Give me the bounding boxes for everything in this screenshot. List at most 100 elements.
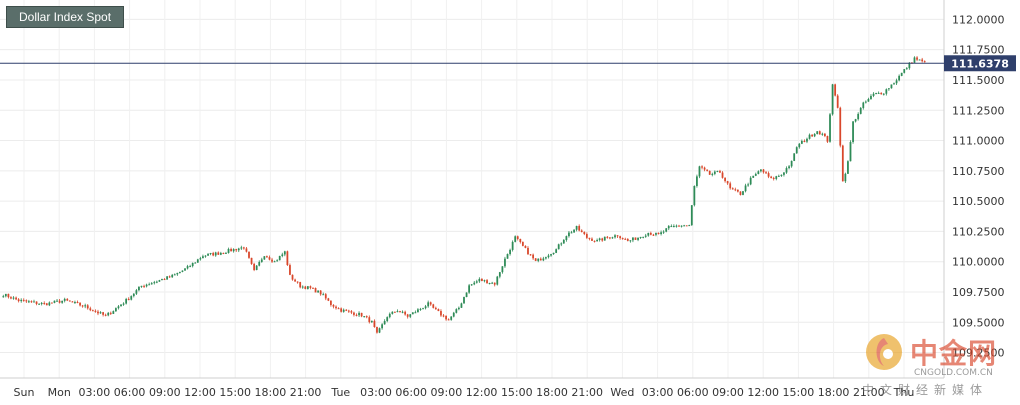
candle bbox=[309, 285, 312, 290]
candle bbox=[701, 165, 703, 170]
current-price-marker: 111.6378 bbox=[0, 55, 1016, 72]
candle bbox=[593, 240, 596, 243]
candle bbox=[194, 262, 197, 264]
candle bbox=[803, 139, 806, 143]
candle-body bbox=[644, 235, 647, 237]
candle bbox=[478, 277, 481, 283]
candle-body bbox=[276, 260, 279, 262]
candle bbox=[427, 300, 430, 308]
candle bbox=[181, 270, 184, 273]
candle-body bbox=[99, 312, 102, 314]
candle bbox=[273, 260, 276, 263]
candle bbox=[212, 251, 215, 257]
candle-body bbox=[86, 305, 89, 309]
candle bbox=[578, 224, 581, 232]
candle bbox=[632, 237, 634, 243]
candle bbox=[504, 256, 506, 268]
x-tick-label: 18:00 bbox=[818, 386, 850, 399]
candle bbox=[122, 302, 125, 306]
candle-body bbox=[550, 254, 552, 256]
candle bbox=[335, 305, 337, 310]
candle-body bbox=[496, 276, 499, 285]
candle bbox=[143, 284, 145, 288]
candle-body bbox=[268, 257, 271, 260]
candle-body bbox=[411, 312, 414, 315]
candle bbox=[719, 169, 721, 174]
candle bbox=[378, 327, 381, 334]
candle bbox=[816, 131, 819, 135]
candle bbox=[17, 298, 20, 303]
candle bbox=[900, 72, 903, 77]
candle bbox=[713, 170, 716, 176]
candle bbox=[747, 182, 750, 187]
candle-body bbox=[808, 134, 811, 139]
candle bbox=[506, 253, 509, 259]
candle-body bbox=[708, 170, 711, 175]
candle-body bbox=[437, 309, 440, 312]
candle-body bbox=[429, 302, 432, 305]
candle bbox=[847, 160, 849, 174]
grid-lines bbox=[0, 0, 944, 378]
candle-body bbox=[12, 297, 15, 299]
candle bbox=[393, 311, 396, 313]
candle-body bbox=[240, 247, 243, 249]
candle bbox=[765, 171, 767, 175]
candle bbox=[872, 92, 875, 98]
candle bbox=[775, 175, 778, 181]
x-tick-label: Wed bbox=[610, 386, 634, 399]
candle-body bbox=[71, 301, 74, 303]
candle bbox=[672, 224, 675, 228]
candle bbox=[880, 92, 883, 95]
candle bbox=[670, 224, 673, 228]
candle bbox=[629, 240, 632, 243]
candle bbox=[836, 94, 839, 109]
candle-body bbox=[291, 274, 294, 280]
candle-body bbox=[51, 302, 53, 304]
candle bbox=[132, 293, 135, 298]
candle bbox=[168, 275, 171, 278]
candle-body bbox=[432, 304, 435, 308]
candle bbox=[68, 300, 71, 302]
candle-body bbox=[191, 262, 194, 267]
candle-body bbox=[232, 249, 235, 252]
candle bbox=[481, 278, 483, 282]
watermark: 中金网 CNGOLD.COM.CN 中文财经新媒体 bbox=[862, 330, 1012, 400]
candle-body bbox=[573, 229, 575, 233]
candle bbox=[596, 238, 598, 242]
candle bbox=[61, 300, 64, 304]
candle bbox=[726, 180, 729, 185]
candle bbox=[729, 181, 732, 190]
candle-body bbox=[857, 113, 860, 120]
candle-body bbox=[918, 59, 921, 61]
candle-body bbox=[48, 302, 51, 306]
candle-body bbox=[632, 237, 634, 241]
candle-body bbox=[821, 133, 824, 135]
x-tick-label: 21:00 bbox=[571, 386, 603, 399]
candle-body bbox=[145, 284, 148, 287]
candle-body bbox=[427, 302, 430, 307]
candle bbox=[588, 237, 591, 241]
candle bbox=[161, 278, 163, 281]
candle-body bbox=[289, 265, 291, 275]
candle-body bbox=[104, 314, 107, 316]
candle-body bbox=[509, 249, 511, 255]
candle bbox=[25, 299, 28, 303]
candle-body bbox=[690, 205, 693, 226]
candle-body bbox=[378, 328, 381, 333]
candle-body bbox=[84, 305, 87, 307]
candle-body bbox=[294, 279, 296, 282]
y-tick-label: 110.2500 bbox=[952, 225, 1005, 238]
candle-body bbox=[227, 248, 230, 253]
candle-body bbox=[895, 80, 898, 84]
candle-body bbox=[824, 133, 826, 137]
candle bbox=[716, 170, 719, 173]
candle bbox=[350, 310, 353, 315]
candle bbox=[414, 310, 417, 314]
candle-body bbox=[504, 258, 506, 267]
candle bbox=[399, 310, 401, 313]
candle bbox=[923, 60, 926, 63]
candle-body bbox=[493, 282, 496, 285]
candle-body bbox=[181, 270, 184, 272]
candle bbox=[683, 224, 686, 227]
